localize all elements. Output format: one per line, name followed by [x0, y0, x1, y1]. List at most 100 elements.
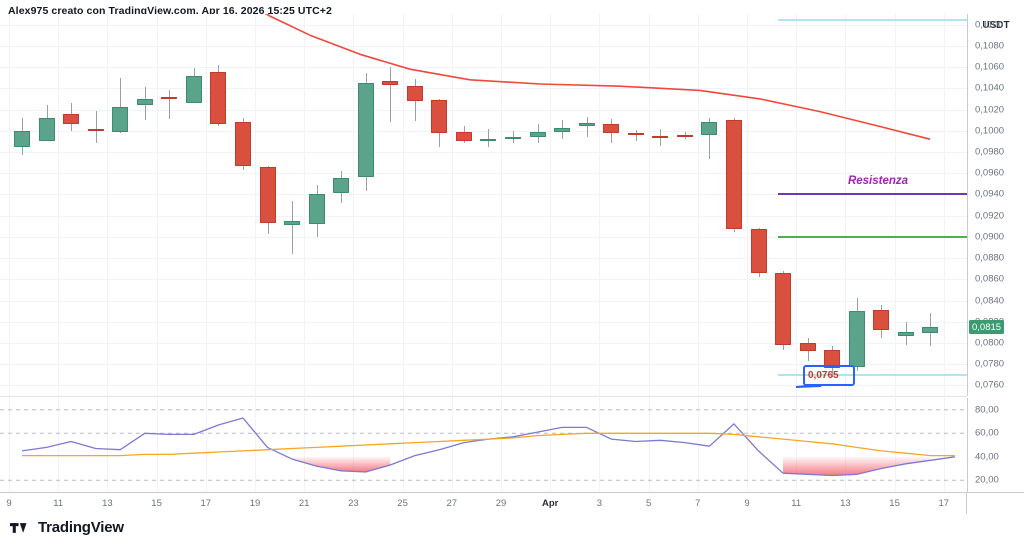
- price-tick-label: 0,0960: [975, 167, 1005, 179]
- level-line-resistenza[interactable]: [778, 193, 967, 196]
- rsi-oversold-fill: [783, 456, 931, 476]
- time-gridline: [796, 14, 798, 396]
- rsi-gridline: [796, 398, 798, 492]
- level-line-cyan-upper[interactable]: [778, 19, 967, 22]
- candle-wick: [120, 77, 121, 133]
- candle-body: [259, 166, 276, 224]
- level-line-cyan-lower[interactable]: [778, 373, 967, 376]
- price-gridline: [0, 342, 967, 344]
- time-tick-label: 27: [446, 498, 458, 509]
- time-gridline: [402, 14, 404, 396]
- time-tick-label: 19: [249, 498, 261, 509]
- rsi-plot: [0, 409, 967, 481]
- candle-body: [676, 134, 693, 137]
- candle-body: [554, 127, 571, 132]
- candle-body: [529, 131, 546, 138]
- callout-text: 0,0765: [808, 370, 839, 381]
- time-gridline: [107, 14, 109, 396]
- time-scale-divider: [966, 493, 967, 514]
- candle-wick: [96, 110, 97, 144]
- price-gridline: [0, 215, 967, 217]
- rsi-gridline: [205, 398, 207, 492]
- time-gridline: [353, 14, 355, 396]
- candle-body: [505, 137, 521, 140]
- rsi-gridline: [845, 398, 847, 492]
- time-tick-label: 15: [889, 498, 900, 509]
- candle-body: [136, 98, 153, 106]
- time-tick-label: 9: [6, 498, 12, 509]
- candle-body: [284, 220, 301, 226]
- rsi-gridline: [58, 398, 60, 492]
- time-gridline: [550, 14, 552, 396]
- rsi-gridline: [107, 398, 109, 492]
- price-tick-label: 0,0940: [975, 188, 1005, 200]
- price-scale-title: USDT: [982, 20, 1010, 31]
- rsi-gridline: [255, 398, 256, 492]
- price-gridline: [0, 67, 967, 69]
- candle-body: [775, 272, 792, 346]
- price-pane[interactable]: Resistenza 0,0765: [0, 14, 967, 396]
- rsi-series-line: [22, 432, 955, 457]
- price-gridline: [0, 45, 967, 47]
- candle-body: [848, 311, 865, 368]
- callout-box[interactable]: [803, 365, 855, 386]
- time-gridline: [648, 14, 650, 396]
- time-tick-label: 15: [151, 498, 162, 509]
- price-tick-label: 0,0800: [975, 337, 1005, 349]
- time-tick-label: 23: [348, 498, 359, 509]
- rsi-gridline: [451, 398, 453, 492]
- rsi-tick-label: 60,00: [975, 427, 999, 439]
- candle-body: [922, 327, 939, 334]
- time-tick-label: 17: [200, 498, 212, 509]
- rsi-gridline: [894, 398, 896, 492]
- price-tick-label: 0,0880: [975, 252, 1005, 264]
- rsi-gridline: [943, 398, 945, 492]
- price-tick-label: 0,0980: [975, 146, 1005, 158]
- price-gridline: [0, 300, 967, 302]
- time-gridline: [58, 14, 60, 396]
- time-gridline: [9, 14, 10, 396]
- candle-body: [455, 131, 472, 142]
- candle-body: [701, 122, 718, 135]
- time-tick-label: 3: [596, 498, 603, 509]
- footer: TradingView: [0, 514, 1024, 545]
- price-gridline: [0, 279, 967, 281]
- time-scale[interactable]: 9 11 13 15 17 19 21 23 25 27 29 Apr 3 5 7 9 11 13 15 17: [0, 492, 1024, 514]
- price-gridline: [0, 151, 967, 153]
- time-gridline: [747, 14, 748, 396]
- time-tick-label: 11: [53, 498, 64, 509]
- price-gridline: [0, 194, 967, 196]
- time-tick-label: 29: [495, 498, 507, 509]
- price-tick-label: 0,0760: [975, 379, 1005, 391]
- rsi-series-line: [21, 417, 955, 477]
- price-tick-label: 0,0860: [975, 273, 1005, 285]
- rsi-gridline: [9, 398, 10, 492]
- candle-body: [308, 194, 325, 225]
- level-line-supporto[interactable]: [778, 235, 967, 238]
- time-gridline: [697, 14, 699, 396]
- resistenza-label: Resistenza: [847, 175, 909, 188]
- rsi-tick-label: 80,00: [975, 404, 999, 416]
- candle-body: [406, 86, 423, 101]
- time-gridline: [304, 14, 306, 396]
- rsi-oversold-fill: [292, 456, 391, 473]
- tradingview-brand[interactable]: TradingView: [10, 519, 124, 536]
- rsi-scale[interactable]: 80,00 60,00 40,00 20,00: [967, 398, 1024, 492]
- rsi-gridline: [402, 398, 404, 492]
- candle-wick: [390, 67, 391, 123]
- candle-wick: [169, 90, 170, 120]
- candle-body: [431, 99, 448, 133]
- time-tick-label: 9: [744, 498, 750, 509]
- time-tick-label: 13: [840, 498, 851, 509]
- price-scale[interactable]: USDT 0,1100 0,1080 0,1060 0,1040 0,1020 0,100…: [967, 14, 1024, 396]
- rsi-tick-label: 20,00: [975, 474, 999, 486]
- rsi-pane[interactable]: [0, 398, 967, 492]
- candle-body: [63, 113, 80, 125]
- rsi-gridline: [599, 398, 601, 492]
- price-tick-label: 0,1100: [975, 19, 1004, 31]
- rsi-gridline: [747, 398, 748, 492]
- candle-body: [873, 310, 890, 331]
- candle-body: [627, 132, 644, 135]
- candle-body: [161, 96, 178, 99]
